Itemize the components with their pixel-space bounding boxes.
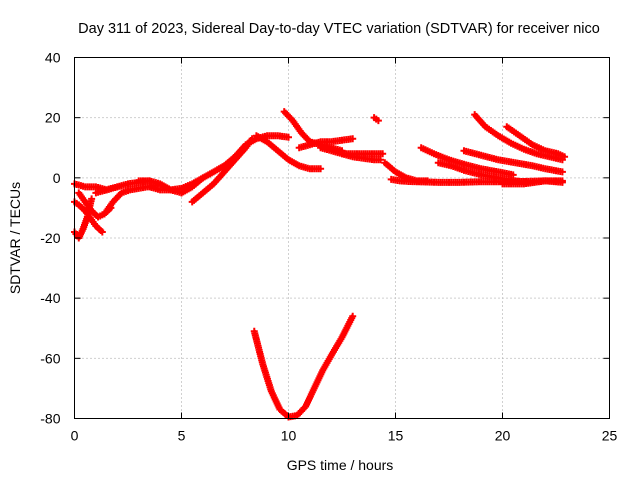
data-point	[558, 178, 566, 186]
axis-ticks	[74, 57, 610, 419]
data-point	[98, 228, 106, 236]
tick-labels: 0 5 10 15 20 25 -80 -60 -40 -20 0 20 40	[40, 50, 617, 444]
x-axis-label: GPS time / hours	[287, 457, 394, 473]
y-axis-label: SDTVAR / TECUs	[7, 182, 23, 294]
y-tick-label: -60	[40, 350, 60, 366]
data-points	[71, 108, 569, 421]
y-tick-label: -20	[40, 230, 60, 246]
x-tick-label: 20	[495, 428, 511, 444]
data-point	[374, 117, 382, 125]
x-tick-label: 15	[388, 428, 404, 444]
x-tick-label: 5	[178, 428, 186, 444]
data-point	[349, 312, 357, 320]
y-tick-label: -40	[40, 290, 60, 306]
data-point	[379, 150, 387, 158]
data-point	[317, 165, 325, 173]
y-tick-label: 20	[45, 110, 61, 126]
data-point	[88, 195, 96, 203]
data-point	[561, 153, 569, 161]
data-point	[349, 135, 357, 143]
data-point	[377, 156, 385, 164]
x-tick-label: 25	[602, 428, 618, 444]
data-point	[285, 133, 292, 141]
y-tick-label: -80	[40, 411, 60, 427]
x-tick-label: 10	[281, 428, 297, 444]
x-tick-label: 0	[71, 428, 79, 444]
y-tick-label: 0	[53, 170, 61, 186]
data-point	[558, 168, 566, 176]
chart-title: Day 311 of 2023, Sidereal Day-to-day VTE…	[78, 21, 600, 37]
y-tick-label: 40	[45, 50, 61, 66]
